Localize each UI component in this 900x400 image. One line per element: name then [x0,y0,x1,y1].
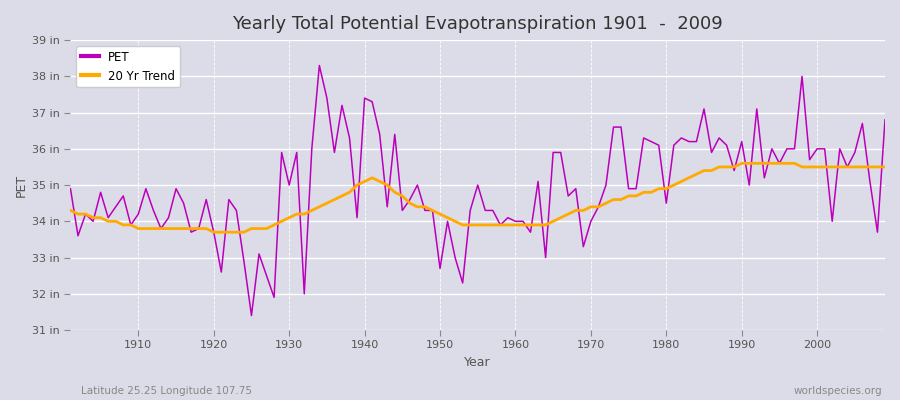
Legend: PET, 20 Yr Trend: PET, 20 Yr Trend [76,46,180,87]
Y-axis label: PET: PET [15,174,28,197]
Text: worldspecies.org: worldspecies.org [794,386,882,396]
Title: Yearly Total Potential Evapotranspiration 1901  -  2009: Yearly Total Potential Evapotranspiratio… [232,15,723,33]
Text: Latitude 25.25 Longitude 107.75: Latitude 25.25 Longitude 107.75 [81,386,252,396]
X-axis label: Year: Year [464,356,491,369]
